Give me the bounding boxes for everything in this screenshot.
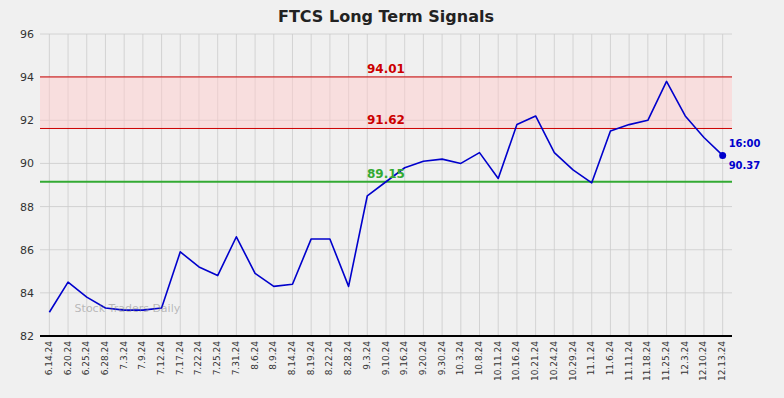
x-tick-label: 9.20.24 [418, 341, 428, 376]
x-tick-label: 12.10.24 [698, 341, 708, 381]
reference-line [40, 128, 732, 129]
x-tick-label: 10.29.24 [568, 341, 578, 381]
x-tick-label: 7.22.24 [193, 341, 203, 376]
x-tick-label: 10.3.24 [455, 341, 465, 376]
last-point [719, 152, 726, 159]
watermark: Stock Traders Daily [75, 302, 181, 315]
plot-area [40, 77, 732, 312]
x-tick-label: 11.6.24 [605, 341, 615, 376]
x-tick-label: 11.11.24 [624, 341, 634, 381]
x-tick-label: 10.8.24 [474, 341, 484, 376]
y-tick-label: 90 [20, 157, 34, 170]
x-tick-label: 8.28.24 [343, 341, 353, 376]
reference-label: 91.62 [367, 113, 405, 127]
background [0, 0, 784, 398]
y-tick-label: 94 [20, 71, 34, 84]
x-tick-label: 12.3.24 [680, 341, 690, 376]
x-tick-label: 7.3.24 [119, 341, 129, 370]
x-axis-line [40, 335, 732, 337]
x-tick-label: 8.14.24 [287, 341, 297, 376]
x-tick-label: 9.3.24 [362, 341, 372, 370]
y-tick-label: 84 [20, 287, 34, 300]
x-tick-label: 12.13.24 [717, 341, 727, 381]
x-tick-label: 8.22.24 [324, 341, 334, 376]
x-tick-label: 8.6.24 [250, 341, 260, 370]
y-tick-label: 82 [20, 330, 34, 343]
annotation: 16:00 [729, 138, 761, 149]
x-tick-label: 10.21.24 [530, 341, 540, 381]
y-tick-label: 92 [20, 114, 34, 127]
x-tick-label: 6.20.24 [63, 341, 73, 376]
x-tick-label: 10.16.24 [511, 341, 521, 381]
x-tick-label: 8.9.24 [268, 341, 278, 370]
x-tick-label: 10.24.24 [549, 341, 559, 381]
grid-line-y [40, 336, 732, 337]
x-tick-label: 6.14.24 [44, 341, 54, 376]
x-tick-label: 11.25.24 [661, 341, 671, 381]
x-tick-label: 9.30.24 [437, 341, 447, 376]
x-tick-label: 7.31.24 [231, 341, 241, 376]
x-tick-label: 7.17.24 [175, 341, 185, 376]
x-tick-label: 7.9.24 [137, 341, 147, 370]
x-tick-label: 11.1.24 [586, 341, 596, 376]
line [49, 81, 722, 312]
annotation: 90.37 [729, 160, 761, 171]
x-tick-label: 9.16.24 [399, 341, 409, 376]
x-tick-label: 7.25.24 [212, 341, 222, 376]
x-tick-label: 7.12.24 [156, 341, 166, 376]
x-tick-label: 9.10.24 [381, 341, 391, 376]
reference-line [40, 76, 732, 77]
x-tick-label: 10.11.24 [493, 341, 503, 381]
reference-label: 94.01 [367, 62, 405, 76]
y-tick-label: 96 [20, 28, 34, 41]
y-tick-label: 88 [20, 201, 34, 214]
chart: FTCS Long Term Signals 82 84 86 88 90 92 94 96 6.… [0, 0, 784, 398]
x-tick-label: 6.25.24 [81, 341, 91, 376]
title: FTCS Long Term Signals [278, 7, 494, 26]
x-tick-label: 6.28.24 [100, 341, 110, 376]
x-tick-label: 8.19.24 [306, 341, 316, 376]
x-tick-label: 11.18.24 [642, 341, 652, 381]
reference-label: 89.15 [367, 167, 405, 181]
grid [40, 34, 732, 336]
band [40, 77, 732, 129]
y-tick-label: 86 [20, 244, 34, 257]
